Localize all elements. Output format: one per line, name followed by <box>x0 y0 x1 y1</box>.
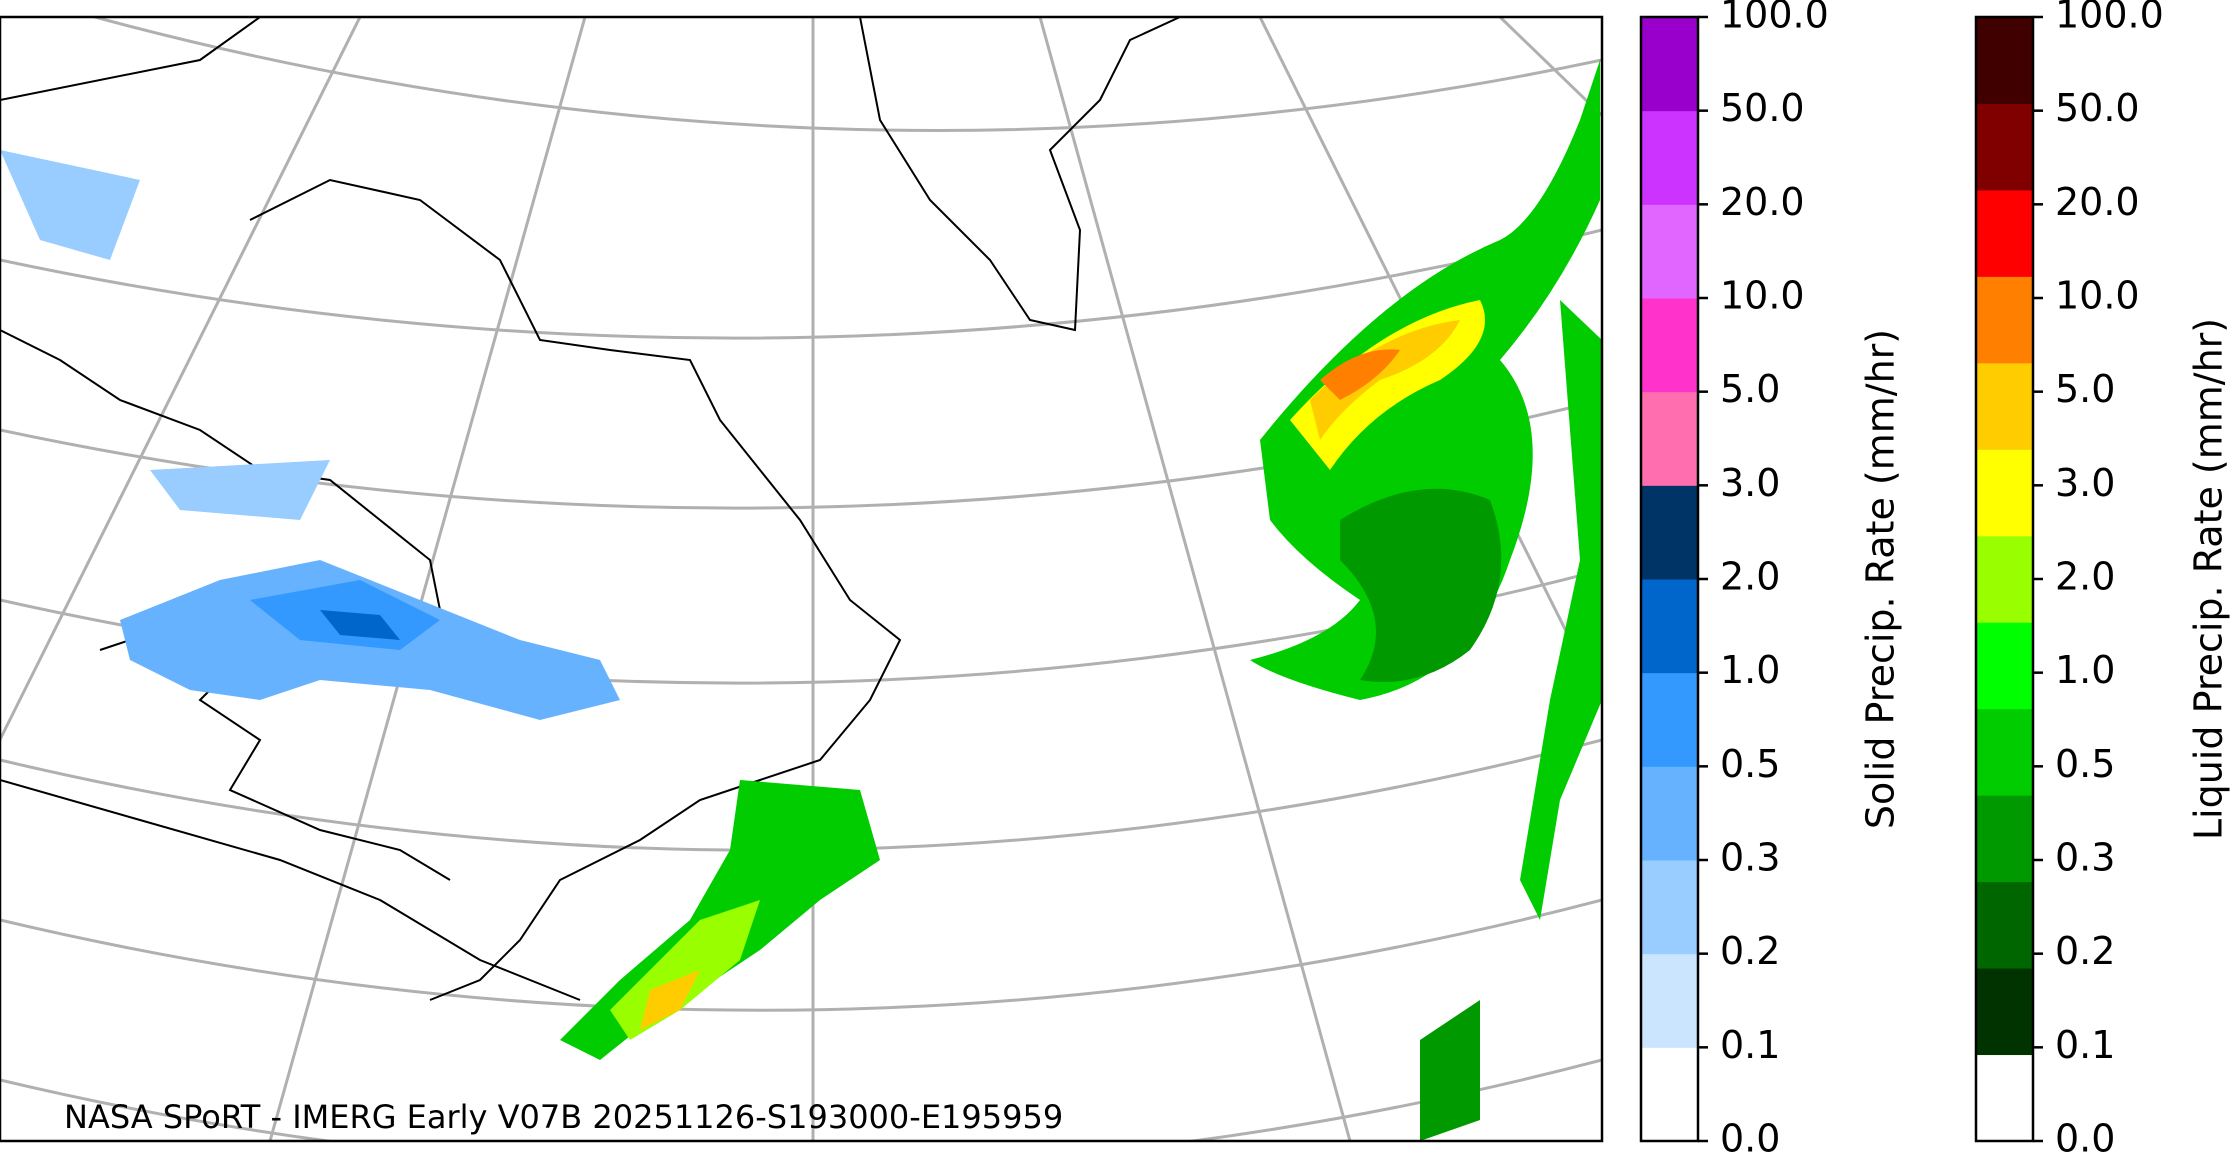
tick-label: 0.5 <box>2055 742 2115 786</box>
tick-label: 50.0 <box>1720 86 1805 130</box>
color-swatch <box>1976 708 2033 796</box>
tick-label: 0.3 <box>2055 836 2115 880</box>
color-swatch <box>1641 298 1698 393</box>
color-swatch <box>1976 535 2033 623</box>
map <box>0 17 1602 1141</box>
color-swatch <box>1641 485 1698 580</box>
color-swatch <box>1976 881 2033 969</box>
color-swatch <box>1641 1047 1698 1142</box>
color-swatch <box>1976 795 2033 883</box>
tick-label: 2.0 <box>2055 555 2115 599</box>
color-swatch <box>1641 766 1698 861</box>
color-swatch <box>1641 17 1698 112</box>
tick-label: 1.0 <box>1720 648 1780 692</box>
tick-label: 10.0 <box>2055 274 2140 318</box>
tick-label: 100.0 <box>2055 0 2164 37</box>
color-swatch <box>1976 1054 2033 1142</box>
tick-label: 5.0 <box>2055 367 2115 411</box>
tick-label: 0.2 <box>1720 929 1780 973</box>
color-swatch <box>1641 204 1698 299</box>
color-swatch <box>1976 276 2033 364</box>
colorbars: 0.0 0.1 0.2 0.3 0.5 1.0 2.0 3.0 5.0 10.0 20.0 50.0 1… <box>1639 0 2231 1161</box>
color-swatch <box>1641 391 1698 486</box>
map-caption: NASA SPoRT - IMERG Early V07B 20251126-S… <box>64 1098 1063 1136</box>
color-swatch <box>1641 672 1698 767</box>
color-swatch <box>1641 860 1698 955</box>
tick-label: 5.0 <box>1720 367 1780 411</box>
tick-label: 10.0 <box>1720 274 1805 318</box>
tick-label: 3.0 <box>1720 461 1780 505</box>
color-swatch <box>1976 449 2033 537</box>
color-swatch <box>1976 362 2033 450</box>
tick-label: 0.0 <box>1720 1117 1780 1161</box>
colorbar-label: Liquid Precip. Rate (mm/hr) <box>2187 318 2231 840</box>
map-frame <box>0 15 1604 1143</box>
tick-label: 0.0 <box>2055 1117 2115 1161</box>
tick-label: 0.3 <box>1720 836 1780 880</box>
tick-label: 20.0 <box>2055 180 2140 224</box>
tick-label: 1.0 <box>2055 648 2115 692</box>
tick-label: 2.0 <box>1720 555 1780 599</box>
tick-label: 0.5 <box>1720 742 1780 786</box>
tick-label: 50.0 <box>2055 86 2140 130</box>
tick-label: 20.0 <box>1720 180 1805 224</box>
tick-label: 100.0 <box>1720 0 1829 37</box>
precipitation <box>0 60 1602 1141</box>
color-swatch <box>1641 110 1698 205</box>
tick-label: 0.1 <box>1720 1023 1780 1067</box>
color-swatch <box>1641 953 1698 1048</box>
tick-label: 0.2 <box>2055 929 2115 973</box>
colorbar-label: Solid Precip. Rate (mm/hr) <box>1859 329 1903 829</box>
tick-label: 0.1 <box>2055 1023 2115 1067</box>
color-swatch <box>1976 103 2033 191</box>
color-swatch <box>1976 968 2033 1056</box>
color-swatch <box>1976 189 2033 277</box>
tick-label: 3.0 <box>2055 461 2115 505</box>
color-swatch <box>1976 622 2033 710</box>
color-swatch <box>1641 579 1698 674</box>
color-swatch <box>1976 17 2033 104</box>
